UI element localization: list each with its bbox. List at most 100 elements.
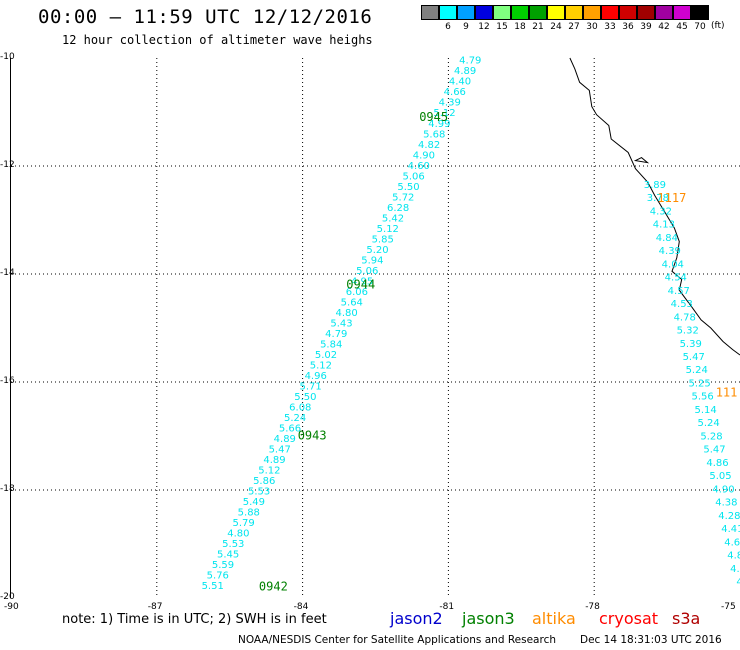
scale-cell: 36 <box>619 5 637 32</box>
latitude-label: -20 <box>0 592 15 602</box>
satellite-legend-item: altika <box>532 609 576 628</box>
scale-cell: 18 <box>511 5 529 32</box>
map-subtitle: 12 hour collection of altimeter wave hei… <box>62 33 373 47</box>
swh-value-label: 4.62 <box>724 537 740 548</box>
scale-swatch <box>637 5 655 20</box>
latitude-label: -14 <box>0 268 15 278</box>
swh-value-label: 5.56 <box>691 392 713 403</box>
satellite-legend-item: jason3 <box>462 609 515 628</box>
swh-value-label: 5.88 <box>238 508 260 519</box>
map-plot-area: 4.79 4.89 4.40 4.66 4.39 5.12 4.99 5.68 4.82 4.90… <box>10 56 740 598</box>
swh-value-label: 5.06 <box>402 171 424 182</box>
pass-time-label: 0944 <box>346 277 375 291</box>
latitude-label: -12 <box>0 160 15 170</box>
credit-text: NOAA/NESDIS Center for Satellite Applica… <box>238 634 556 646</box>
swh-value-label: 5.12 <box>433 108 455 119</box>
swh-value-label: 4.54 <box>665 273 687 284</box>
scale-swatch <box>511 5 529 20</box>
swh-value-label: 5.94 <box>361 255 383 266</box>
swh-value-label: 4.13 <box>653 220 675 231</box>
latitude-label: -10 <box>0 52 15 62</box>
swh-value-label: 5.68 <box>423 129 445 140</box>
scale-swatch <box>673 5 691 20</box>
swh-value-label: 5.43 <box>330 318 352 329</box>
swh-value-label: 4.82 <box>418 140 440 151</box>
swh-value-label: 5.05 <box>709 471 731 482</box>
units-note: note: 1) Time is in UTC; 2) SWH is in fe… <box>62 612 327 627</box>
swh-value-label: 4.95 <box>351 276 373 287</box>
swh-value-label: 4.7 <box>736 577 740 588</box>
scale-label: 12 <box>478 22 490 32</box>
scale-swatch <box>439 5 457 20</box>
swh-value-label: 5.47 <box>269 445 291 456</box>
scale-cell: 42 <box>655 5 673 32</box>
scale-label: 39 <box>640 22 652 32</box>
swh-value-label: 4.66 <box>444 87 466 98</box>
satellite-legend-item: cryosat <box>599 609 659 628</box>
swh-value-label: 5.42 <box>382 213 404 224</box>
swh-value-label: 5.76 <box>207 571 229 582</box>
scale-label: 21 <box>532 22 544 32</box>
longitude-label: -87 <box>147 602 163 612</box>
scale-cell: 15 <box>493 5 511 32</box>
coastline <box>569 57 740 356</box>
swh-value-label: 5.53 <box>222 539 244 550</box>
swh-value-label: 4.80 <box>335 308 357 319</box>
swh-value-label: 5.06 <box>356 266 378 277</box>
scale-swatch <box>691 5 709 20</box>
swh-value-label: 5.50 <box>397 182 419 193</box>
scale-cell: 45 <box>673 5 691 32</box>
swh-value-label: 5.14 <box>694 405 716 416</box>
swh-value-label: 5.24 <box>284 413 306 424</box>
scale-label: 70 <box>694 22 706 32</box>
color-scale-legend: 6 9 12 15 18 21 24 27 30 33 36 39 42 45 70 (ft) <box>421 5 725 32</box>
scale-cell: 21 <box>529 5 547 32</box>
swh-value-label: 5.79 <box>232 518 254 529</box>
swh-value-label: 5.66 <box>279 424 301 435</box>
scale-cell: 33 <box>601 5 619 32</box>
swh-value-label: 4.32 <box>650 206 672 217</box>
scale-cell: 70 <box>691 5 709 32</box>
swh-value-label: 3.89 <box>644 180 666 191</box>
swh-value-label: 4.38 <box>715 498 737 509</box>
swh-value-label: 4.79 <box>459 56 481 67</box>
swh-value-label: 5.71 <box>299 382 321 393</box>
scale-swatch <box>547 5 565 20</box>
pass-time-label: 1117 <box>657 191 686 205</box>
swh-value-label: 4.60 <box>408 161 430 172</box>
scale-cell: 24 <box>547 5 565 32</box>
scale-unit: (ft) <box>711 21 725 31</box>
swh-value-label: 5.47 <box>683 352 705 363</box>
swh-value-label: 4.90 <box>413 150 435 161</box>
satellite-legend-item: jason2 <box>390 609 443 628</box>
longitude-label: -84 <box>293 602 309 612</box>
scale-label: 45 <box>676 22 688 32</box>
swh-value-label: 5.84 <box>320 339 342 350</box>
scale-cell: 9 <box>457 5 475 32</box>
scale-swatch <box>529 5 547 20</box>
swh-value-label: 5.39 <box>680 339 702 350</box>
map-canvas: 4.794.894.404.664.395.124.995.684.824.90… <box>11 56 740 598</box>
swh-value-label: 4.78 <box>674 312 696 323</box>
swh-value-label: 5.85 <box>372 234 394 245</box>
swh-value-label: 5.72 <box>392 192 414 203</box>
scale-label: 30 <box>586 22 598 32</box>
satellite-legend-item: s3a <box>672 609 701 628</box>
pass-time-label: 0942 <box>259 580 288 594</box>
swh-value-label: 4.04 <box>662 259 684 270</box>
swh-value-label: 5.59 <box>212 560 234 571</box>
scale-swatch <box>583 5 601 20</box>
swh-value-label: 4.89 <box>263 455 285 466</box>
swh-value-label: 5.64 <box>341 297 363 308</box>
swh-value-label: 4.57 <box>668 286 690 297</box>
scale-label: 36 <box>622 22 634 32</box>
swh-value-label: 5.24 <box>686 365 708 376</box>
scale-label: 24 <box>550 22 562 32</box>
scale-label: 42 <box>658 22 670 32</box>
scale-swatch <box>619 5 637 20</box>
longitude-label: -78 <box>585 602 600 612</box>
swh-value-label: 6.08 <box>289 403 311 414</box>
swh-value-label: 5.28 <box>700 431 722 442</box>
swh-value-label: 5.12 <box>377 224 399 235</box>
longitude-label: -90 <box>4 602 19 612</box>
